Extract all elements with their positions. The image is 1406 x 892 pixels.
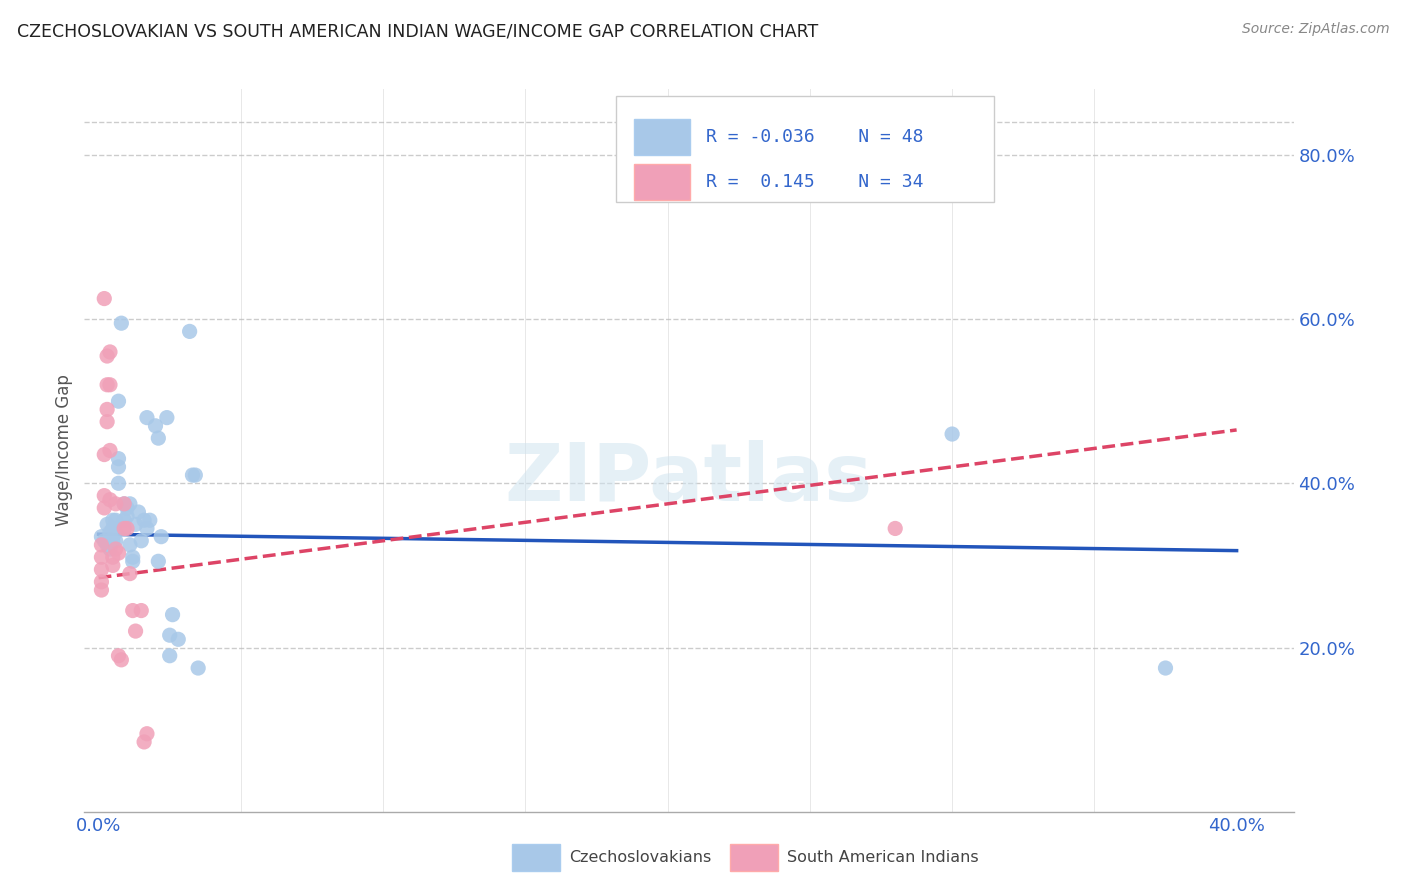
Point — [167, 632, 190, 647]
Point — [98, 525, 121, 540]
Point — [107, 648, 129, 663]
Point — [118, 497, 141, 511]
Point — [90, 562, 112, 576]
Point — [129, 533, 152, 548]
Point — [93, 533, 115, 548]
Point — [132, 513, 155, 527]
Point — [101, 558, 124, 573]
Point — [96, 349, 118, 363]
Text: South American Indians: South American Indians — [787, 850, 979, 864]
Point — [121, 603, 143, 617]
Point — [148, 554, 170, 568]
Point — [101, 513, 124, 527]
Point — [136, 410, 159, 425]
Point — [104, 513, 127, 527]
Text: ZIPatlas: ZIPatlas — [505, 441, 873, 518]
Point — [96, 415, 118, 429]
Point — [107, 546, 129, 560]
Point — [110, 653, 132, 667]
Point — [181, 468, 204, 483]
Point — [115, 521, 138, 535]
Point — [150, 530, 173, 544]
Text: R = -0.036    N = 48: R = -0.036 N = 48 — [706, 128, 924, 146]
Point — [96, 517, 118, 532]
Point — [941, 427, 963, 442]
Point — [96, 377, 118, 392]
Point — [1154, 661, 1177, 675]
Point — [101, 521, 124, 535]
Point — [129, 603, 152, 617]
Y-axis label: Wage/Income Gap: Wage/Income Gap — [55, 375, 73, 526]
Point — [90, 530, 112, 544]
Point — [118, 538, 141, 552]
Text: Czechoslovakians: Czechoslovakians — [569, 850, 711, 864]
Point — [93, 500, 115, 515]
Point — [90, 550, 112, 565]
Point — [101, 533, 124, 548]
Point — [107, 476, 129, 491]
Point — [90, 574, 112, 589]
Point — [118, 566, 141, 581]
Point — [115, 500, 138, 515]
Point — [98, 345, 121, 359]
Point — [93, 448, 115, 462]
Point — [156, 410, 179, 425]
Point — [121, 554, 143, 568]
Point — [136, 521, 159, 535]
Point — [132, 735, 155, 749]
Text: CZECHOSLOVAKIAN VS SOUTH AMERICAN INDIAN WAGE/INCOME GAP CORRELATION CHART: CZECHOSLOVAKIAN VS SOUTH AMERICAN INDIAN… — [17, 22, 818, 40]
Point — [162, 607, 184, 622]
Point — [124, 624, 146, 639]
Point — [93, 489, 115, 503]
Point — [96, 402, 118, 417]
Point — [159, 648, 181, 663]
Point — [187, 661, 209, 675]
Point — [104, 533, 127, 548]
Point — [884, 521, 907, 535]
Point — [107, 459, 129, 474]
Point — [107, 451, 129, 466]
Text: Source: ZipAtlas.com: Source: ZipAtlas.com — [1241, 22, 1389, 37]
Point — [104, 497, 127, 511]
Point — [104, 525, 127, 540]
Point — [101, 550, 124, 565]
Point — [112, 513, 135, 527]
Point — [148, 431, 170, 445]
Point — [98, 443, 121, 458]
Point — [136, 727, 159, 741]
Point — [121, 550, 143, 565]
Point — [90, 538, 112, 552]
Point — [145, 418, 167, 433]
Point — [98, 541, 121, 556]
Text: R =  0.145    N = 34: R = 0.145 N = 34 — [706, 173, 924, 191]
Point — [112, 521, 135, 535]
Point — [139, 513, 162, 527]
Point — [184, 468, 207, 483]
Point — [115, 509, 138, 524]
Point — [112, 497, 135, 511]
Point — [179, 325, 201, 339]
Point — [104, 541, 127, 556]
Point — [98, 377, 121, 392]
Point — [98, 492, 121, 507]
Point — [110, 316, 132, 330]
Point — [90, 582, 112, 597]
Point — [96, 538, 118, 552]
Point — [107, 394, 129, 409]
Point — [93, 292, 115, 306]
Point — [127, 505, 149, 519]
Point — [112, 497, 135, 511]
Point — [124, 517, 146, 532]
Point — [112, 521, 135, 535]
Point — [159, 628, 181, 642]
